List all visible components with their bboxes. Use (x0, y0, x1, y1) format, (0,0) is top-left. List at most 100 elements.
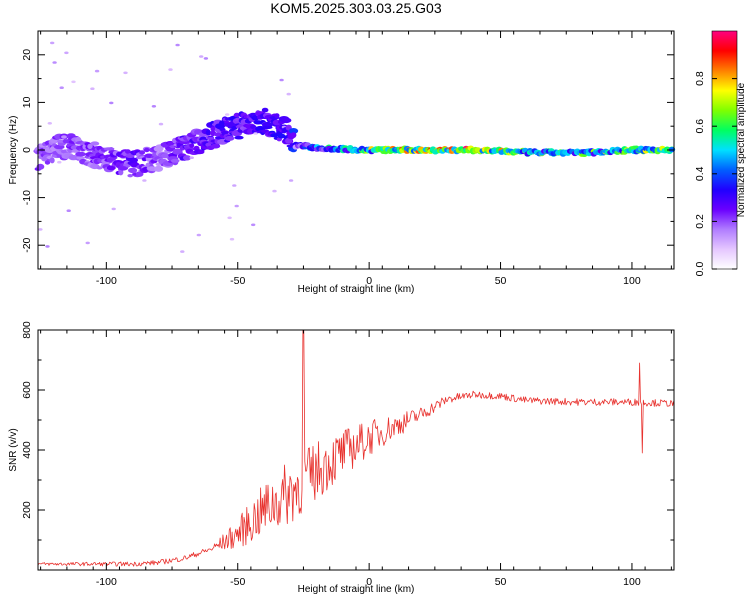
spectrogram-cell (139, 150, 146, 155)
colorbar-tick-label: 0.0 (694, 262, 706, 277)
colorbar: 0.0 0.2 0.4 0.6 0.8 Normalized spectral ampl… (694, 30, 747, 276)
snr-y-tick-label: 200 (21, 501, 33, 519)
spectrogram-cell (234, 204, 239, 208)
spectrogram-y-tick-label: 10 (21, 96, 33, 108)
spectrogram-cell (227, 216, 232, 220)
figure-title: KOM5.2025.303.03.25.G03 (270, 0, 441, 16)
colorbar-axes: 0.0 0.2 0.4 0.6 0.8 (694, 71, 737, 276)
snr-x-tick-label: 50 (495, 576, 507, 588)
spectrogram-x-tick-label: -50 (230, 275, 245, 287)
snr-x-tick-label: -50 (230, 576, 245, 588)
spectrogram-cell (213, 132, 222, 137)
colorbar-tick-label: 0.4 (694, 166, 706, 181)
spectrogram-x-tick-label: -100 (96, 275, 117, 287)
spectrogram-cell (232, 184, 237, 187)
snr-x-label: Height of straight line (km) (298, 584, 415, 595)
spectrogram-y-tick-label: 0 (21, 147, 33, 153)
spectrogram-cell (253, 132, 258, 135)
spectrogram-cell (90, 87, 95, 90)
spectrogram-cell (45, 245, 50, 248)
spectrogram-cell (262, 125, 273, 130)
spectrogram-cell (96, 166, 103, 170)
colorbar-tick-label: 0.6 (694, 119, 706, 134)
spectrogram-cell (274, 113, 280, 119)
snr-axes: -100 -50 0 50 100 200 400 600 800 (21, 321, 674, 588)
spectrogram-cell (160, 153, 171, 159)
spectrogram-cell (44, 160, 51, 165)
spectrogram-cell (109, 101, 114, 105)
spectrogram-cell (118, 169, 124, 176)
spectrogram-cell (210, 126, 216, 132)
spectrogram-cell (71, 80, 76, 84)
spectrogram-cell (158, 122, 164, 126)
spectrogram-y-tick-label: -10 (21, 190, 33, 205)
spectrogram-cell (49, 157, 55, 164)
spectrogram-cell (175, 43, 180, 47)
spectrogram-cell (66, 209, 71, 212)
spectrogram-cell (179, 140, 191, 145)
spectrogram-cell (225, 113, 230, 116)
spectrogram-cell (205, 142, 212, 147)
spectrogram-cell (279, 78, 284, 82)
spectrogram-cell (183, 155, 191, 161)
colorbar-gradient (711, 30, 738, 270)
spectrogram-y-label: Frequency (Hz) (8, 116, 19, 185)
spectrogram-cell (132, 157, 138, 163)
spectrogram-y-tick-label: 20 (21, 49, 33, 61)
spectrogram-cell (64, 51, 69, 55)
spectrogram-cell (199, 55, 204, 58)
spectrogram-cell (210, 143, 221, 149)
spectrogram-cell (168, 68, 173, 71)
spectrogram-cell (197, 149, 205, 154)
spectrogram-cell (288, 127, 299, 134)
colorbar-tick-label: 0.2 (694, 214, 706, 229)
spectrogram-cell (61, 135, 67, 139)
spectrogram-cell (115, 162, 122, 166)
spectrogram-cell (231, 126, 238, 130)
spectrogram-cell (76, 156, 85, 160)
spectrogram-cell (106, 165, 116, 171)
spectrogram-cell (203, 57, 209, 60)
spectrogram-x-tick-label: 0 (366, 275, 372, 287)
spectrogram-cell (205, 129, 211, 136)
snr-series-line (37, 329, 674, 567)
spectrogram-cell (166, 147, 175, 152)
spectrogram-cell (127, 174, 133, 178)
spectrogram-cell (94, 69, 100, 73)
spectrogram-cell (229, 237, 235, 241)
spectrogram-cell (233, 112, 240, 118)
spectrogram-cell (87, 143, 93, 150)
spectrogram-cell (47, 122, 52, 125)
spectrogram-cell (125, 149, 131, 154)
snr-y-tick-label: 800 (21, 321, 33, 339)
spectrogram-cell (151, 105, 157, 108)
spectrogram-cell (189, 143, 195, 148)
spectrogram-cell (189, 156, 194, 159)
snr-chart: -100 -50 0 50 100 200 400 600 800 Height of stra… (8, 321, 675, 595)
spectrogram-cell (52, 61, 57, 64)
spectrogram-cell (272, 189, 277, 193)
spectrogram-cell (180, 250, 185, 253)
snr-x-tick-label: -100 (96, 576, 117, 588)
snr-y-tick-label: 600 (21, 381, 33, 399)
spectrogram-y-tick-label: -20 (21, 237, 33, 252)
spectrogram-x-label: Height of straight line (km) (298, 284, 415, 295)
spectrogram-cell (50, 41, 55, 45)
spectrogram-cell (167, 141, 174, 147)
spectrogram-cell (128, 167, 138, 174)
spectrogram-x-tick-label: 100 (623, 275, 641, 287)
spectrogram-cell (277, 133, 286, 139)
colorbar-label: Normalized spectral amplitude (736, 82, 747, 217)
spectrogram-cell (172, 148, 183, 154)
snr-y-label: SNR (v/v) (8, 428, 19, 471)
colorbar-tick-label: 0.8 (694, 71, 706, 86)
spectrogram-cell (288, 179, 294, 182)
spectrogram-cell (135, 171, 144, 177)
spectrogram-cell (281, 117, 292, 124)
spectrogram-cell (154, 165, 164, 172)
spectrogram-cell (123, 71, 128, 75)
spectrogram-cell (142, 179, 147, 182)
